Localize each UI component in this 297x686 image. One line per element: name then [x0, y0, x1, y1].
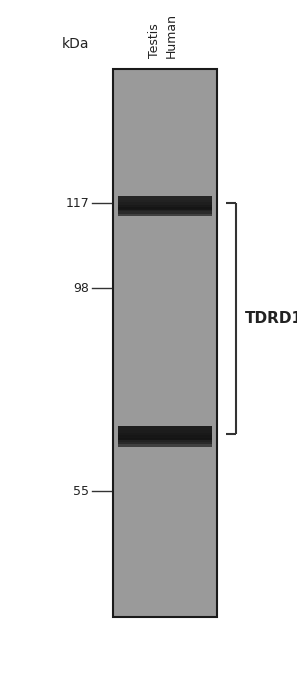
Bar — [118, 207, 211, 214]
Bar — [118, 435, 211, 442]
Bar — [118, 204, 211, 211]
Text: 117: 117 — [65, 197, 89, 209]
Bar — [118, 430, 211, 437]
Bar — [113, 69, 217, 617]
Bar — [118, 202, 211, 209]
Text: kDa: kDa — [61, 38, 89, 51]
Bar — [118, 210, 211, 216]
Text: 55: 55 — [73, 485, 89, 497]
Bar — [118, 433, 211, 439]
Text: Testis: Testis — [148, 23, 162, 58]
Text: TDRD1: TDRD1 — [245, 311, 297, 326]
Bar — [118, 426, 211, 440]
Text: Human: Human — [165, 13, 178, 58]
Bar — [118, 440, 211, 447]
Bar — [118, 200, 211, 206]
Text: 98: 98 — [73, 282, 89, 294]
Bar — [118, 438, 211, 445]
Bar — [118, 196, 211, 210]
